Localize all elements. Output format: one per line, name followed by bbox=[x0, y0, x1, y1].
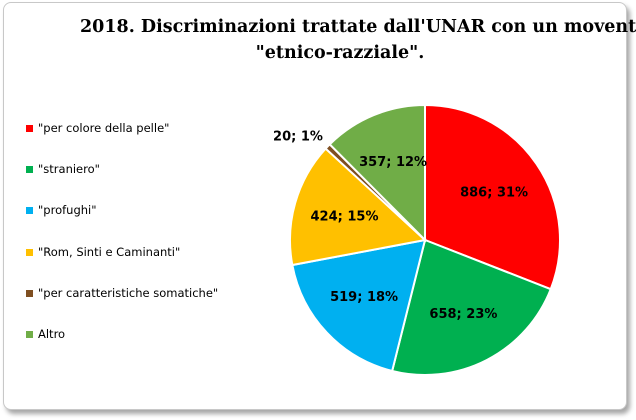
chart-title-line-2: "etnico-razziale". bbox=[255, 43, 425, 63]
pie-slice bbox=[291, 238, 427, 373]
legend-swatch bbox=[26, 125, 33, 132]
legend-label: "per colore della pelle" bbox=[38, 121, 170, 135]
slice-data-label: 357; 12% bbox=[359, 155, 427, 170]
legend-label: Altro bbox=[38, 326, 66, 341]
pie-slice bbox=[289, 147, 428, 267]
legend-label: "Rom, Sinti e Caminanti" bbox=[38, 244, 181, 259]
slice-data-label: 886; 31% bbox=[460, 185, 528, 200]
pie-slice bbox=[390, 238, 553, 376]
legend-label: "straniero" bbox=[38, 162, 100, 177]
legend-swatch bbox=[26, 207, 33, 215]
legend-swatch bbox=[26, 330, 33, 338]
pie-slice bbox=[328, 103, 426, 243]
slice-data-label: 519; 18% bbox=[330, 290, 398, 305]
slice-data-label: 658; 23% bbox=[429, 307, 497, 322]
legend-swatch bbox=[26, 166, 33, 174]
legend-label: "profughi" bbox=[38, 203, 97, 218]
slice-data-label: 20; 1% bbox=[273, 130, 323, 145]
chart-title: 2018. Discriminazioni trattate dall'UNAR… bbox=[80, 14, 636, 66]
slice-data-label: 424; 15% bbox=[311, 210, 379, 225]
legend-swatch bbox=[26, 248, 33, 256]
chart-title-line-1: 2018. Discriminazioni trattate dall'UNAR… bbox=[80, 17, 636, 37]
legend-swatch bbox=[26, 289, 33, 297]
pie-slice bbox=[424, 103, 561, 291]
legend-label: "per caratteristiche somatiche" bbox=[38, 285, 219, 300]
